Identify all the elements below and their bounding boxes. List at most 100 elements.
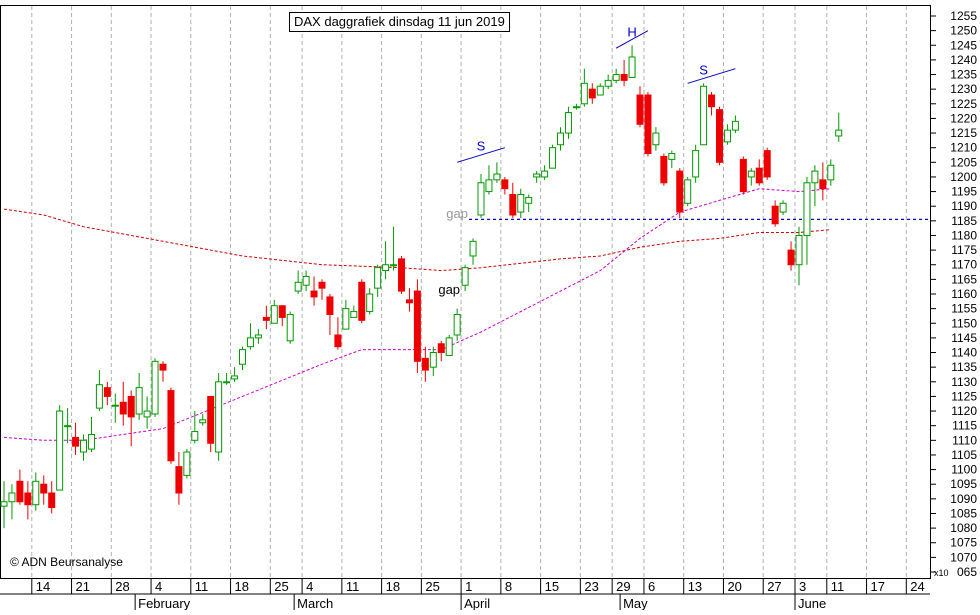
moving-averages	[3, 188, 831, 441]
candle	[763, 147, 771, 180]
candle-body	[326, 296, 334, 315]
candle-body	[795, 234, 803, 266]
candle-body	[56, 410, 64, 491]
y-tick-label: 1215	[950, 126, 977, 140]
candle-body	[286, 313, 294, 342]
x-month-label: April	[464, 596, 490, 610]
y-tick-label: 1070	[950, 550, 977, 564]
candle-body	[564, 112, 572, 134]
candle	[517, 188, 525, 218]
x-month-label: May	[623, 596, 648, 610]
y-tick-label: 1105	[951, 448, 977, 462]
candle-body	[199, 419, 207, 424]
candle-body	[723, 129, 731, 143]
y-tick-label: 065	[957, 565, 977, 579]
candle	[326, 294, 334, 335]
candle-body	[127, 395, 135, 418]
candle-body	[747, 170, 755, 178]
candle	[747, 168, 755, 186]
y-tick-label: 1195	[951, 185, 977, 199]
candle	[87, 416, 95, 453]
x-week-label: 21	[76, 579, 90, 594]
candle-body	[175, 466, 183, 494]
candle-body	[183, 451, 191, 476]
candle-body	[708, 94, 716, 108]
candle-body	[103, 387, 111, 397]
y-tick-label: 1160	[951, 287, 977, 301]
candle-body	[246, 337, 254, 348]
candle	[119, 381, 127, 426]
candle-body	[374, 267, 382, 289]
candle-body	[676, 170, 684, 213]
candle	[231, 367, 239, 382]
candle-body	[541, 170, 549, 178]
x-week-label: 6	[648, 579, 655, 594]
candle	[183, 449, 191, 479]
candle	[80, 434, 87, 461]
candle-body	[620, 74, 628, 81]
candle	[819, 162, 827, 201]
annotation-label: gap	[446, 206, 468, 221]
candle-body	[700, 85, 708, 146]
candle	[421, 346, 429, 382]
candle-body	[771, 205, 779, 225]
candle-body	[437, 343, 445, 354]
candle	[525, 194, 533, 213]
candle-body	[557, 132, 564, 146]
candle	[692, 144, 700, 183]
candle-body	[278, 305, 286, 318]
candle	[167, 387, 175, 464]
candle-body	[755, 167, 763, 184]
candle	[588, 83, 596, 104]
candle-body	[8, 492, 16, 503]
candle	[485, 165, 493, 195]
y-tick-label: 1225	[950, 97, 977, 111]
candle-body	[580, 82, 588, 105]
candle	[366, 288, 374, 315]
y-tick-label: 1140	[951, 346, 977, 360]
candle-body	[366, 293, 374, 313]
x-week-label: 4	[306, 579, 313, 594]
candle-body	[779, 202, 787, 213]
candle-body	[32, 480, 40, 506]
y-tick-label: 1250	[950, 24, 977, 38]
y-tick-label: 1085	[950, 506, 977, 520]
candle	[32, 472, 40, 511]
candle	[708, 92, 716, 116]
candle-body	[716, 109, 723, 163]
candle-body	[111, 404, 119, 407]
y-tick-label: 1135	[951, 360, 977, 374]
candle-body	[493, 173, 501, 181]
candle-body	[612, 74, 620, 81]
candle-body	[167, 390, 175, 462]
candle-body	[517, 194, 525, 213]
candle-body	[390, 264, 398, 267]
candle-body	[803, 182, 811, 236]
candle-body	[588, 88, 596, 99]
candle	[95, 370, 103, 412]
candle	[294, 270, 302, 294]
x-week-label: 11	[346, 579, 360, 594]
candle	[278, 305, 286, 327]
candle-body	[413, 290, 421, 362]
candle	[302, 270, 310, 292]
candle-body	[270, 305, 278, 324]
candle	[501, 176, 509, 195]
x-week-label: 11	[195, 579, 209, 594]
candle	[572, 103, 580, 110]
x-week-label: 18	[235, 579, 249, 594]
candle-body	[72, 436, 80, 447]
candle	[668, 150, 676, 169]
candle	[564, 106, 572, 139]
candle	[135, 373, 143, 420]
candle-body	[763, 150, 771, 178]
candle	[239, 346, 246, 371]
candle	[477, 174, 485, 218]
candle	[700, 83, 708, 146]
y-tick-label: 1230	[950, 82, 977, 96]
candle-body	[398, 258, 405, 292]
x-month-label: February	[138, 596, 191, 610]
candle	[159, 361, 167, 382]
candle-body	[461, 267, 469, 286]
